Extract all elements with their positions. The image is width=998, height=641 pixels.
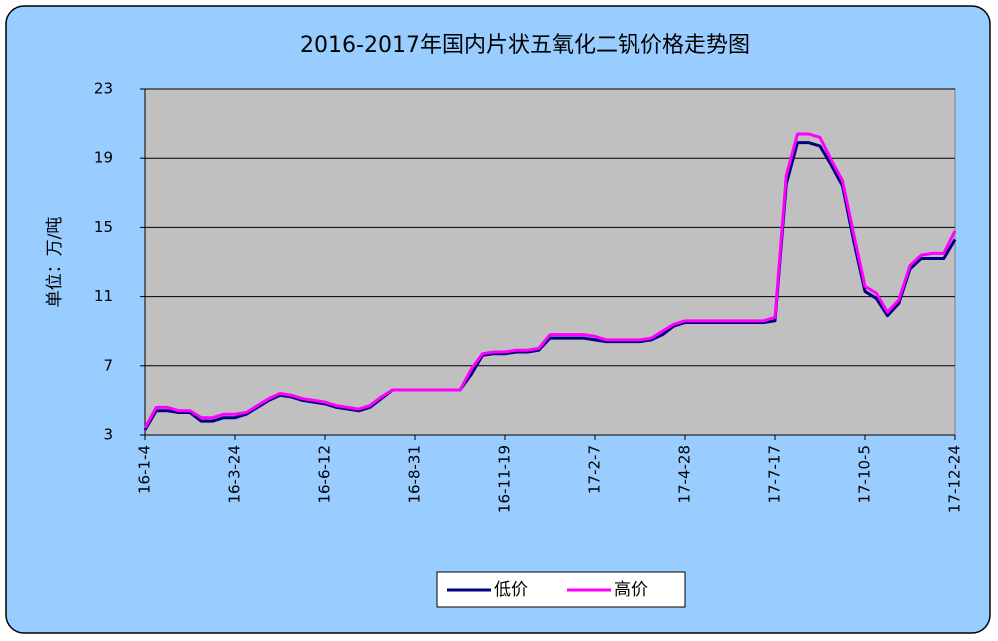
y-tick-label: 15: [94, 218, 113, 236]
y-tick-label: 3: [103, 426, 113, 444]
legend-label: 高价: [614, 580, 648, 600]
x-tick-label: 17-12-24: [946, 445, 964, 513]
y-tick-label: 19: [94, 149, 113, 167]
x-tick-label: 17-2-7: [586, 445, 604, 494]
x-tick-label: 17-10-5: [856, 445, 874, 504]
x-tick-label: 16-1-4: [136, 445, 154, 494]
series-line: [143, 141, 957, 431]
x-tick-label: 17-7-17: [766, 445, 784, 504]
y-tick-label: 23: [94, 80, 113, 98]
y-axis-label: 单位：万/吨: [45, 217, 65, 308]
y-tick-label: 7: [103, 356, 113, 374]
plot-area: [144, 88, 956, 436]
series-line: [143, 132, 957, 429]
x-tick-label: 16-3-24: [226, 445, 244, 504]
y-tick-label: 11: [94, 287, 113, 305]
legend-label: 低价: [494, 580, 528, 600]
x-tick-label: 16-6-12: [316, 445, 334, 504]
x-tick-label: 17-4-28: [676, 445, 694, 504]
x-tick-label: 16-8-31: [406, 445, 424, 504]
chart-title: 2016-2017年国内片状五氧化二钒价格走势图: [300, 33, 750, 58]
x-tick-label: 16-11-19: [496, 445, 514, 513]
